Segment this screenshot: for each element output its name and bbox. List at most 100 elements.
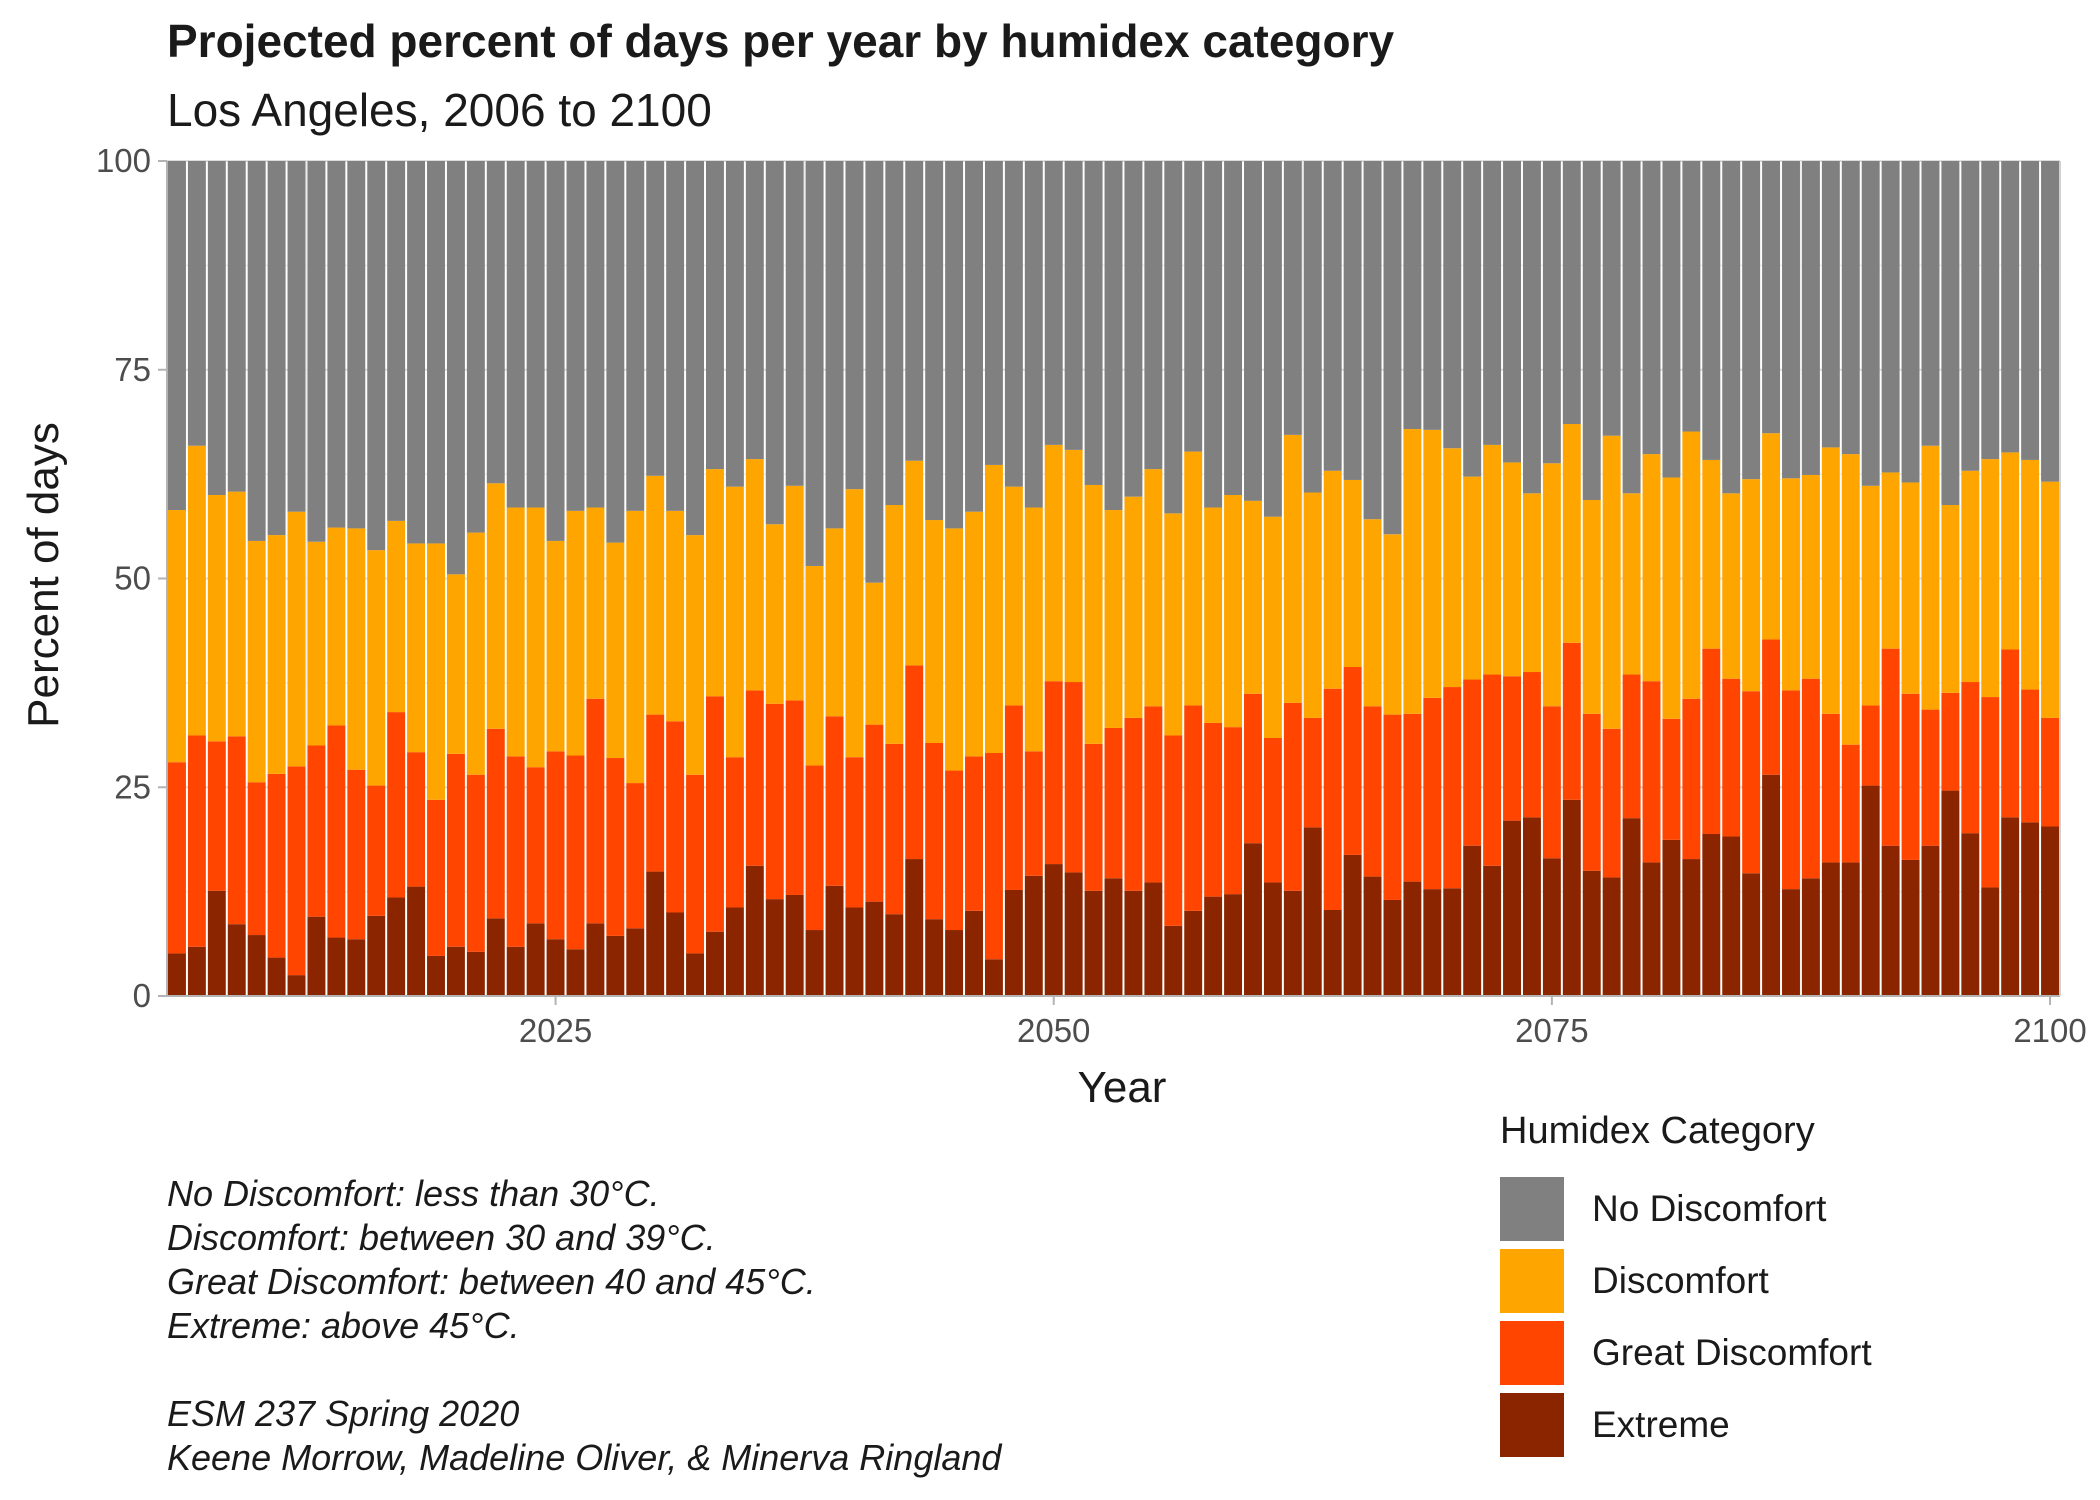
- bar-no-discomfort: [1144, 161, 1163, 470]
- bar-extreme: [905, 859, 924, 996]
- bar-no-discomfort: [725, 161, 744, 487]
- bar-discomfort: [407, 543, 426, 753]
- caption-line: Extreme: above 45°C.: [167, 1305, 520, 1346]
- bar-great-discomfort: [1144, 706, 1163, 883]
- bar-no-discomfort: [785, 161, 804, 486]
- bar-no-discomfort: [1941, 161, 1960, 506]
- bar-extreme: [267, 957, 286, 996]
- bar-great-discomfort: [1044, 681, 1063, 865]
- caption-line: Discomfort: between 30 and 39°C.: [167, 1217, 716, 1258]
- bar-great-discomfort: [2021, 689, 2040, 823]
- bar-extreme: [1343, 854, 1362, 996]
- bar-great-discomfort: [1742, 691, 1761, 874]
- bar-extreme: [1941, 790, 1960, 996]
- bar-discomfort: [1343, 479, 1362, 668]
- bar-no-discomfort: [1921, 161, 1940, 446]
- bar-extreme: [1582, 870, 1601, 996]
- bar-extreme: [706, 931, 724, 996]
- bar-great-discomfort: [1463, 679, 1482, 846]
- bar-discomfort: [1662, 477, 1681, 719]
- bar-no-discomfort: [1861, 161, 1880, 486]
- bar-great-discomfort: [1542, 706, 1561, 859]
- bar-great-discomfort: [1921, 709, 1940, 846]
- bar-discomfort: [367, 550, 386, 786]
- bar-great-discomfort: [1503, 676, 1521, 821]
- bar-discomfort: [865, 582, 884, 725]
- bar-great-discomfort: [187, 735, 206, 947]
- bar-no-discomfort: [1742, 161, 1761, 480]
- bar-discomfort: [347, 528, 366, 770]
- bar-great-discomfort: [666, 721, 685, 913]
- bar-discomfort: [1244, 500, 1262, 694]
- bar-discomfort: [1064, 449, 1083, 683]
- legend-swatch: [1500, 1177, 1564, 1241]
- bar-extreme: [1224, 894, 1243, 996]
- bar-no-discomfort: [187, 161, 206, 446]
- bar-discomfort: [1383, 534, 1402, 715]
- bar-discomfort: [845, 489, 864, 758]
- y-tick-label: 50: [114, 560, 151, 597]
- bar-great-discomfort: [1861, 705, 1880, 786]
- bar-no-discomfort: [1064, 161, 1083, 450]
- bar-discomfort: [1782, 478, 1800, 691]
- legend-label: Great Discomfort: [1592, 1332, 1872, 1373]
- bar-no-discomfort: [1881, 161, 1900, 473]
- bar-discomfort: [1901, 482, 1920, 694]
- bar-great-discomfort: [1602, 728, 1621, 878]
- bar-extreme: [1901, 859, 1920, 996]
- y-tick-label: 25: [114, 768, 151, 805]
- x-tick-label: 2075: [1515, 1012, 1588, 1049]
- bar-extreme: [1522, 817, 1541, 996]
- bar-discomfort: [745, 459, 764, 691]
- legend-swatch: [1500, 1249, 1564, 1313]
- bar-great-discomfort: [227, 736, 246, 925]
- bar-discomfort: [1204, 507, 1223, 723]
- bar-extreme: [626, 928, 645, 996]
- bar-great-discomfort: [1423, 697, 1442, 890]
- bar-extreme: [327, 937, 346, 996]
- bar-discomfort: [1263, 516, 1282, 738]
- bar-extreme: [387, 897, 406, 996]
- bar-discomfort: [167, 510, 186, 763]
- bar-great-discomfort: [1064, 682, 1083, 873]
- bar-extreme: [367, 915, 386, 996]
- bar-extreme: [1483, 865, 1502, 996]
- caption-line: ESM 237 Spring 2020: [167, 1393, 520, 1434]
- bar-great-discomfort: [745, 690, 764, 866]
- bar-extreme: [1821, 862, 1840, 996]
- bar-no-discomfort: [1503, 161, 1521, 463]
- bar-extreme: [785, 894, 804, 996]
- bar-discomfort: [925, 520, 944, 743]
- bar-great-discomfort: [965, 756, 983, 911]
- bar-extreme: [586, 923, 605, 996]
- bar-great-discomfort: [1522, 672, 1541, 818]
- legend-item-great-discomfort: Great Discomfort: [1500, 1317, 1872, 1389]
- bar-extreme: [1682, 859, 1701, 996]
- bar-extreme: [1184, 910, 1203, 996]
- bar-no-discomfort: [1722, 161, 1741, 494]
- bar-extreme: [885, 914, 904, 996]
- bar-extreme: [1742, 873, 1761, 996]
- bar-discomfort: [1961, 470, 1980, 683]
- bar-no-discomfort: [267, 161, 286, 536]
- bar-discomfort: [1104, 510, 1123, 728]
- bar-extreme: [1323, 909, 1342, 996]
- bar-great-discomfort: [1084, 743, 1103, 891]
- bar-discomfort: [307, 541, 326, 746]
- bar-no-discomfort: [1024, 161, 1043, 508]
- bar-no-discomfort: [466, 161, 485, 533]
- bar-discomfort: [1084, 484, 1103, 744]
- bar-discomfort: [1622, 493, 1641, 675]
- bar-no-discomfort: [207, 161, 226, 495]
- bar-extreme: [2001, 817, 2020, 996]
- bar-no-discomfort: [1782, 161, 1800, 479]
- legend-label: Discomfort: [1592, 1260, 1769, 1301]
- bar-no-discomfort: [865, 161, 884, 583]
- legend-swatch: [1500, 1393, 1564, 1457]
- bar-great-discomfort: [1443, 687, 1462, 889]
- bar-extreme: [1443, 888, 1462, 996]
- bar-discomfort: [725, 486, 744, 758]
- bar-no-discomfort: [805, 161, 824, 566]
- bar-no-discomfort: [686, 161, 705, 536]
- bar-extreme: [1801, 878, 1820, 996]
